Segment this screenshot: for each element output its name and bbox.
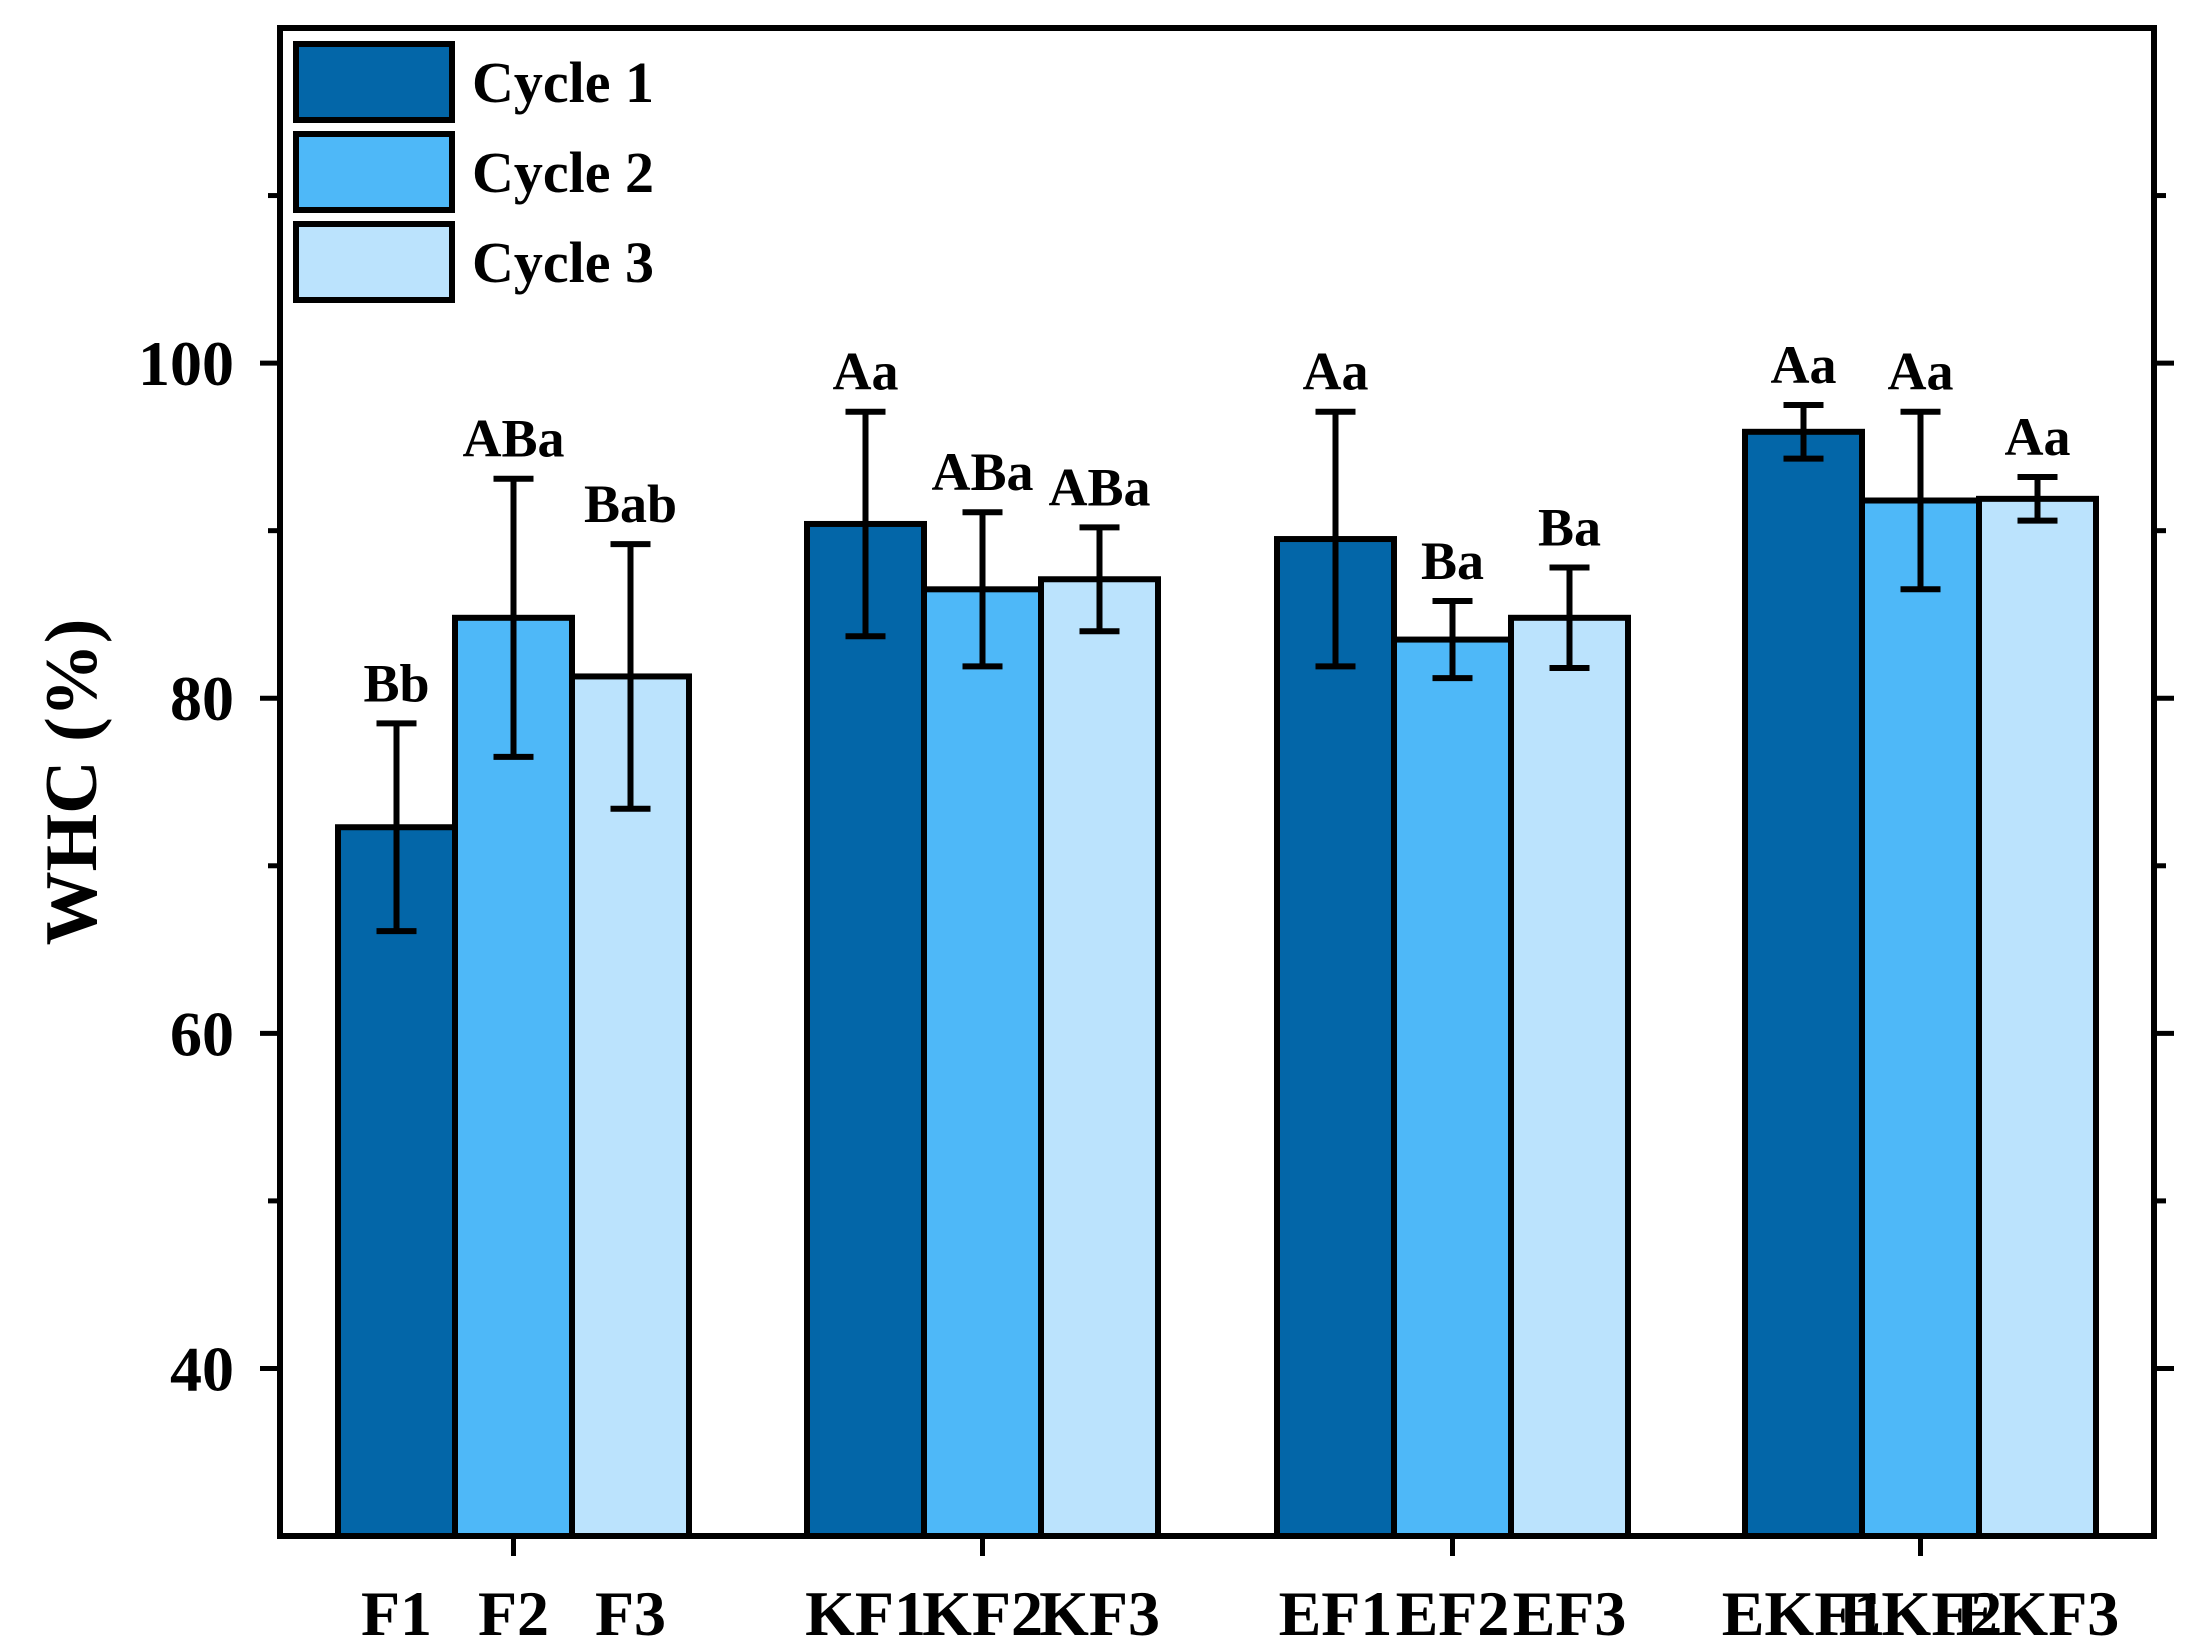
- legend-label-2: Cycle 2: [472, 140, 654, 205]
- significance-label-ekf2: Aa: [1888, 342, 1954, 402]
- y-tick-label-40: 40: [170, 1333, 234, 1404]
- bar-f2: [452, 614, 575, 1539]
- significance-label-ekf1: Aa: [1771, 335, 1837, 395]
- significance-label-f1: Bb: [363, 653, 429, 713]
- bar-kf1: [804, 520, 927, 1539]
- legend-swatch-2: [293, 131, 455, 213]
- x-tick-label-kf2: KF2: [922, 1578, 1043, 1648]
- x-tick-label-f2: F2: [478, 1578, 549, 1648]
- y-tick-label-100: 100: [138, 328, 234, 399]
- x-tick-label-f3: F3: [595, 1578, 666, 1648]
- plot-frame: [277, 25, 2157, 1539]
- legend-label-1: Cycle 1: [472, 50, 654, 115]
- legend-label-3: Cycle 3: [472, 230, 654, 295]
- x-tick-label-ef3: EF3: [1513, 1578, 1627, 1648]
- x-tick-label-f1: F1: [361, 1578, 432, 1648]
- x-tick-label-ekf1: EKF1: [1722, 1578, 1886, 1648]
- x-tick-label-kf1: KF1: [805, 1578, 926, 1648]
- y-axis-title: WHC (%): [31, 619, 113, 946]
- y-tick-label-80: 80: [170, 663, 234, 734]
- bar-ekf1: [1742, 428, 1865, 1540]
- significance-label-f3: Bab: [584, 474, 677, 534]
- significance-label-ef1: Aa: [1303, 342, 1369, 402]
- significance-label-ef3: Ba: [1538, 498, 1601, 558]
- bar-f1: [335, 824, 458, 1539]
- bars-layer: [335, 428, 2099, 1540]
- significance-label-kf1: Aa: [833, 342, 899, 402]
- bar-ef1: [1274, 536, 1397, 1539]
- legend-swatch-1: [293, 41, 455, 123]
- x-tick-label-ekf3: EKF3: [1956, 1578, 2120, 1648]
- bar-kf2: [921, 586, 1044, 1539]
- bar-ef3: [1508, 614, 1631, 1539]
- x-tick-label-ef1: EF1: [1279, 1578, 1393, 1648]
- error-bars-layer: [376, 402, 2058, 935]
- bar-ekf2: [1859, 497, 1982, 1539]
- bar-ef2: [1391, 636, 1514, 1539]
- significance-label-kf3: ABa: [1048, 457, 1150, 517]
- x-tick-label-kf3: KF3: [1039, 1578, 1160, 1648]
- significance-label-ef2: Ba: [1421, 531, 1484, 591]
- legend-swatch-3: [293, 221, 455, 303]
- bar-ekf3: [1976, 495, 2099, 1540]
- significance-label-kf2: ABa: [931, 442, 1033, 502]
- y-tick-label-60: 60: [170, 998, 234, 1069]
- bar-kf3: [1038, 576, 1161, 1539]
- significance-label-ekf3: Aa: [2005, 407, 2071, 467]
- x-tick-label-ekf2: EKF2: [1839, 1578, 2003, 1648]
- x-tick-label-ef2: EF2: [1396, 1578, 1510, 1648]
- legend: Cycle 1 Cycle 2 Cycle 3: [293, 41, 654, 303]
- significance-label-f2: ABa: [462, 409, 564, 469]
